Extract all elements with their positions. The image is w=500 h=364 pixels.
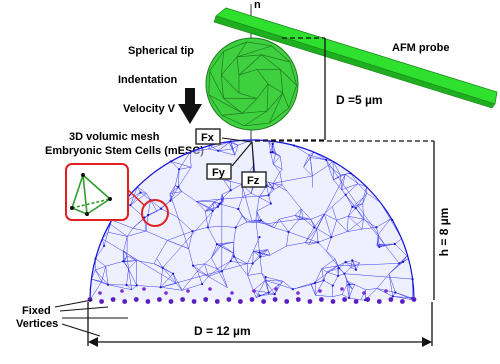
svg-text:Fx: Fx bbox=[201, 132, 215, 144]
fixed-vertex bbox=[99, 299, 104, 304]
base-diameter-dimension bbox=[87, 302, 433, 347]
fixed-vertex bbox=[122, 299, 128, 304]
velocity-label: Velocity V bbox=[123, 103, 176, 115]
height-dimension bbox=[255, 140, 435, 300]
force-vectors bbox=[221, 137, 255, 173]
fixed-vertex bbox=[284, 299, 290, 304]
height-label: h = 8 µm bbox=[437, 208, 451, 257]
mesh-label-line2: Embryonic Stem Cells (mESC) bbox=[45, 145, 204, 157]
fixed-vertex bbox=[411, 297, 417, 302]
fixed-vertex bbox=[226, 297, 232, 302]
fixed-vertex bbox=[388, 297, 394, 302]
indentation-label: Indentation bbox=[118, 74, 178, 86]
fixed-vertex bbox=[191, 299, 197, 304]
probe-label: AFM probe bbox=[392, 42, 449, 54]
base-diameter-label: D = 12 µm bbox=[194, 324, 251, 338]
fixed-vertex bbox=[238, 299, 243, 304]
fixed-vertex bbox=[376, 299, 382, 304]
fixed-callout-arrows bbox=[54, 299, 128, 337]
tip-diameter-dimension bbox=[255, 37, 326, 141]
fixed-vertex bbox=[353, 299, 359, 304]
fixed-vertex bbox=[214, 299, 220, 304]
cell-mesh bbox=[89, 139, 415, 302]
fixed-vertex bbox=[249, 297, 255, 302]
zoom-highlight bbox=[127, 189, 169, 227]
svg-text:Fz: Fz bbox=[247, 175, 260, 187]
fixed-vertex bbox=[157, 297, 162, 302]
fixed-vertex bbox=[110, 297, 116, 302]
fixed-vertex bbox=[307, 299, 313, 304]
fixed-vertex bbox=[272, 297, 278, 302]
fixed-label-line1: Fixed bbox=[22, 305, 51, 317]
fixed-vertex bbox=[295, 297, 301, 302]
indentation-arrow bbox=[178, 88, 202, 124]
fixed-label-line2: Vertices bbox=[16, 318, 58, 330]
fixed-vertex bbox=[168, 299, 174, 304]
tip-diameter-label: D =5 µm bbox=[336, 93, 383, 107]
tetrahedron-inset bbox=[65, 163, 129, 221]
fixed-vertex bbox=[145, 299, 151, 304]
fz-box: Fz bbox=[241, 171, 267, 188]
fixed-vertex bbox=[180, 297, 186, 302]
fixed-vertex bbox=[330, 299, 336, 304]
fixed-vertex bbox=[319, 297, 324, 302]
fixed-vertices bbox=[87, 287, 417, 304]
fx-box: Fx bbox=[195, 128, 221, 145]
fixed-vertex bbox=[203, 297, 209, 302]
fixed-vertex bbox=[342, 297, 347, 302]
fixed-vertex bbox=[261, 299, 266, 304]
tip-label: Spherical tip bbox=[128, 45, 194, 57]
fixed-vertex bbox=[400, 299, 405, 304]
fy-box: Fy bbox=[206, 163, 232, 180]
spherical-tip bbox=[205, 37, 299, 131]
fixed-vertex bbox=[133, 297, 139, 302]
axis-n-label: n bbox=[254, 0, 261, 11]
afm-probe bbox=[213, 7, 498, 109]
mesh-label-line1: 3D volumic mesh bbox=[69, 131, 160, 143]
svg-text:Fy: Fy bbox=[212, 167, 226, 179]
fixed-vertex bbox=[365, 297, 371, 302]
